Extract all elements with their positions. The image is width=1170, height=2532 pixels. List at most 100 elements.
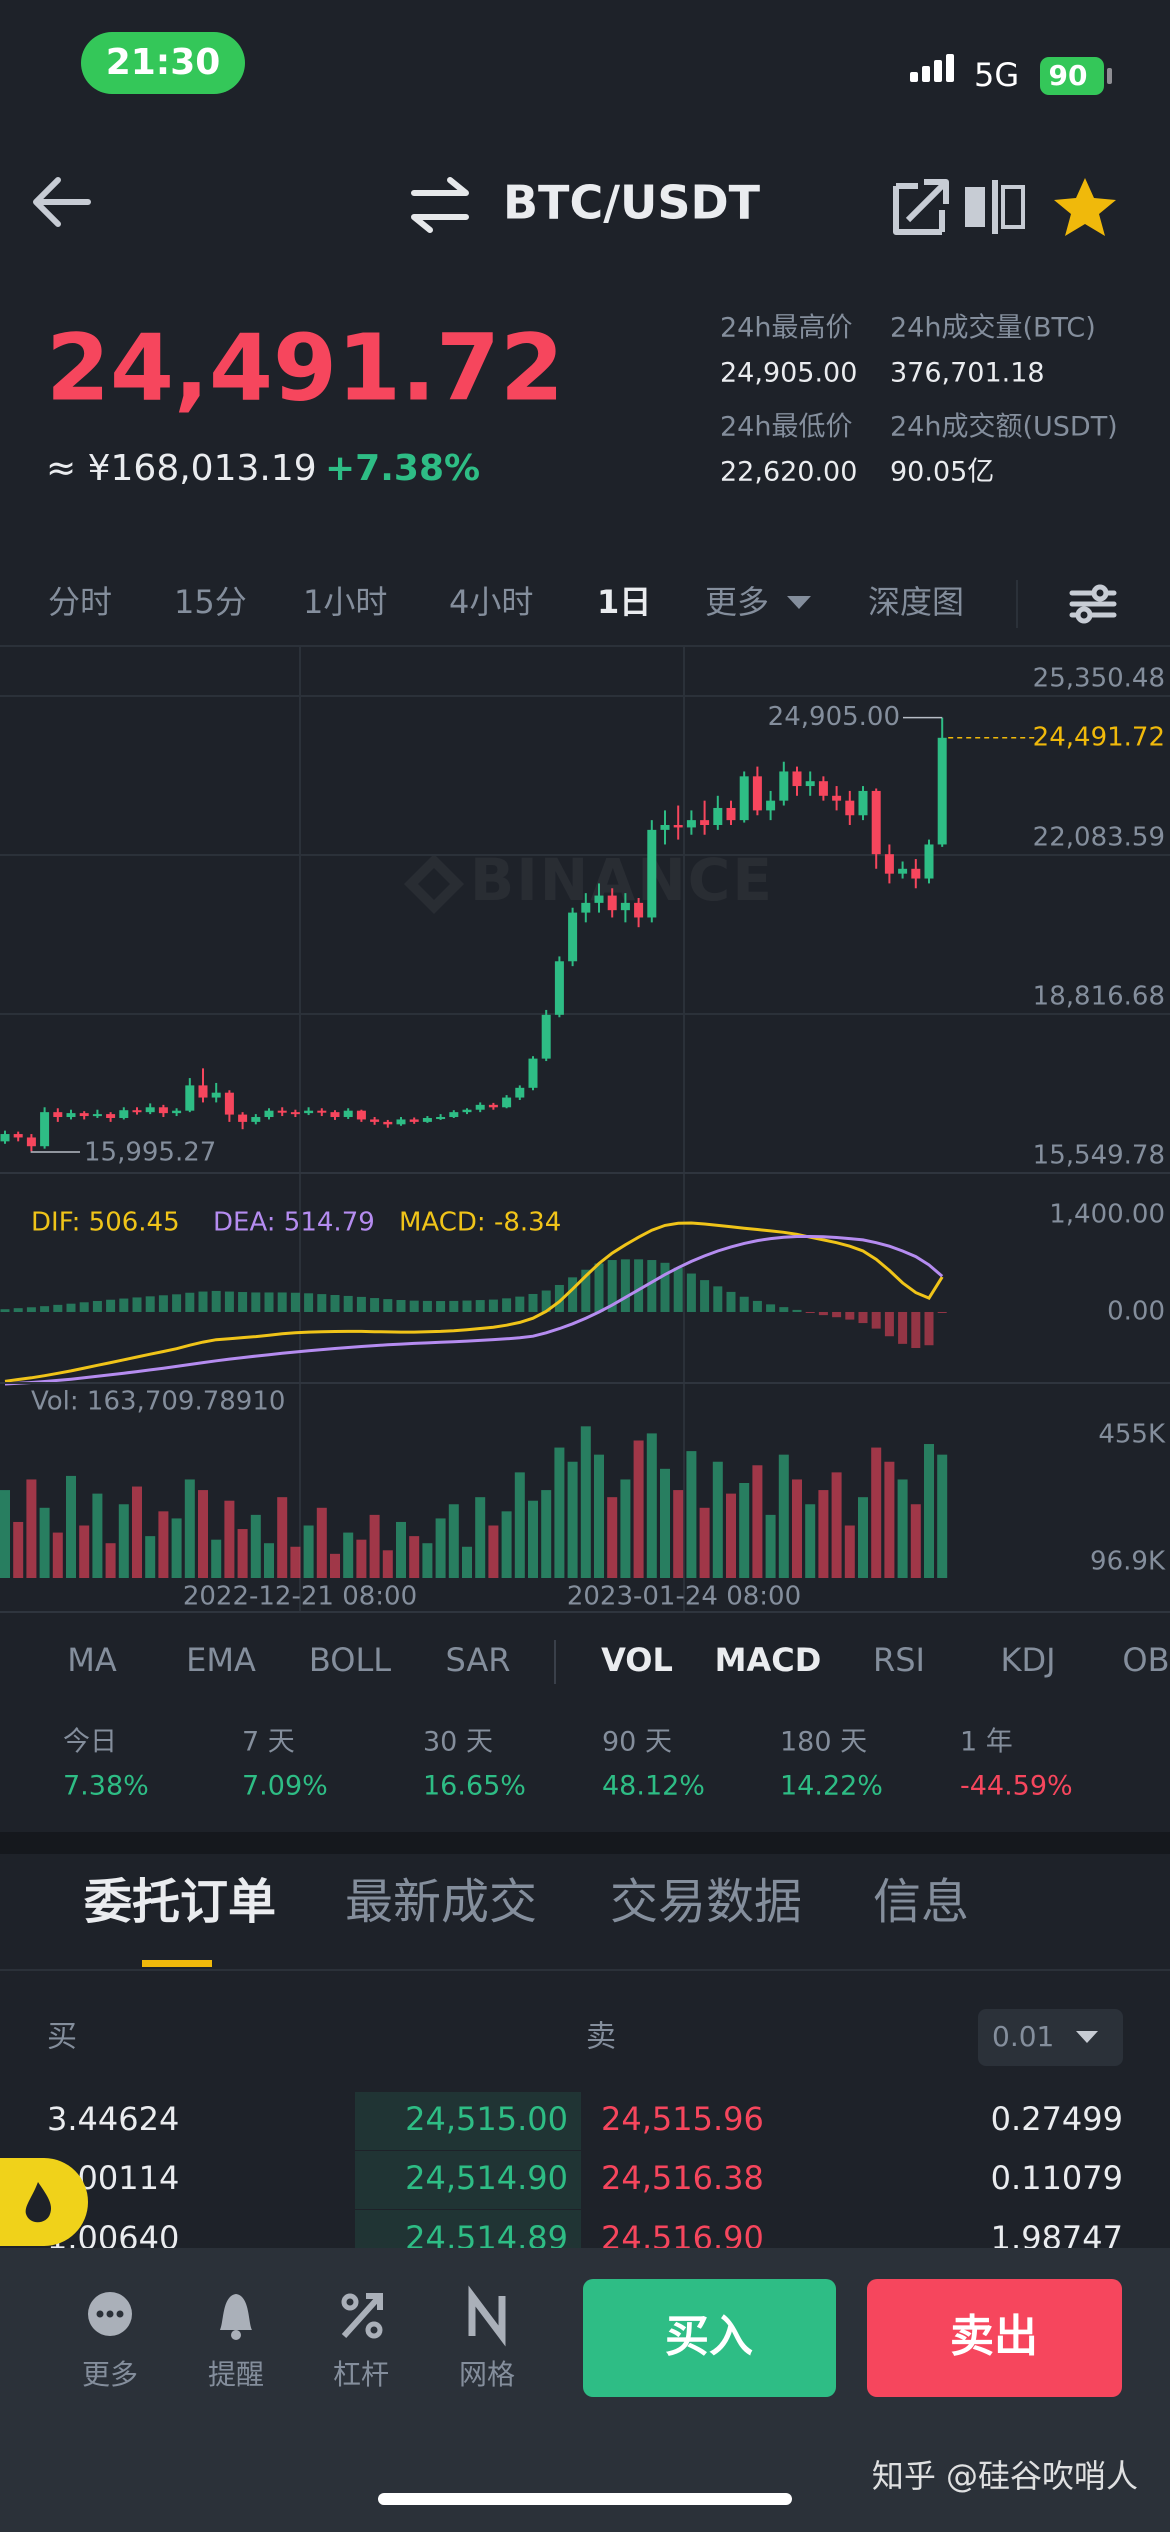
candle-body (858, 790, 868, 816)
precision-value[interactable]: 0.01 (992, 2020, 1054, 2053)
watermark: BINANCE (470, 846, 774, 914)
bid-header: 买 (47, 2020, 77, 2055)
macd-bar (515, 1296, 525, 1312)
candle-body (211, 1092, 221, 1098)
macd-bar (792, 1309, 802, 1312)
ask-amount: 0.27499 (991, 2100, 1123, 2138)
footer-watermark: 知乎 @硅谷吹哨人 (872, 2457, 1138, 2495)
candle-body (647, 829, 657, 918)
macd-bar (409, 1300, 419, 1312)
volume-bar (594, 1454, 604, 1578)
candle-body (383, 1121, 393, 1125)
indicator-tab[interactable]: SAR (445, 1641, 510, 1679)
ask-price: 24,516.38 (601, 2159, 764, 2197)
stat-value: 24,905.00 (720, 358, 857, 389)
interval-tab[interactable]: 深度图 (868, 583, 964, 621)
volume-bar (290, 1546, 301, 1578)
favorite-star[interactable] (1054, 178, 1116, 236)
sell-label[interactable]: 卖出 (950, 2311, 1038, 2362)
performance-label: 90 天 (602, 1727, 672, 1758)
performance-label: 今日 (63, 1727, 117, 1758)
indicator-tab[interactable]: RSI (873, 1641, 925, 1679)
candle-body (370, 1119, 380, 1122)
volume-bar (396, 1521, 406, 1578)
macd-bar (304, 1293, 314, 1312)
indicator-tab[interactable]: KDJ (1000, 1641, 1055, 1679)
macd-bar (634, 1259, 644, 1312)
section-tab[interactable]: 交易数据 (610, 1874, 802, 1930)
kline-icon[interactable] (965, 180, 1025, 234)
volume-bar (805, 1504, 816, 1578)
interval-tab[interactable]: 更多 (705, 583, 769, 621)
macd-bar (554, 1284, 564, 1312)
candle-body (290, 1112, 300, 1115)
high-label: 24,905.00 (768, 702, 900, 732)
nav-label[interactable]: 更多 (82, 2358, 138, 2391)
interval-tab[interactable]: 1小时 (303, 583, 387, 621)
section-tab[interactable]: 信息 (873, 1874, 969, 1930)
section-tab[interactable]: 委托订单 (84, 1874, 276, 1930)
candle-body (488, 1104, 498, 1108)
volume-bar (514, 1472, 525, 1578)
buy-button[interactable] (583, 2279, 836, 2397)
volume-bar (488, 1525, 499, 1578)
candle-body (686, 820, 696, 828)
candle-body (924, 844, 934, 879)
nav-label[interactable]: 杠杆 (333, 2358, 389, 2391)
volume-bar (528, 1500, 538, 1578)
volume-bar (132, 1486, 142, 1578)
interval-tab[interactable]: 15分 (174, 583, 247, 621)
macd-bar (92, 1300, 102, 1312)
candle-body (937, 737, 947, 845)
buy-label[interactable]: 买入 (665, 2311, 753, 2362)
macd-bar (145, 1296, 155, 1312)
ask-price: 24,515.96 (601, 2100, 764, 2138)
chart-settings[interactable] (1069, 584, 1117, 624)
candle-body (264, 1110, 274, 1118)
candle-body (911, 868, 921, 879)
sell-button[interactable] (867, 2279, 1122, 2397)
performance-label: 30 天 (423, 1727, 493, 1758)
x-tick-label: 2023-01-24 08:00 (567, 1582, 801, 1612)
macd-bar (422, 1300, 432, 1312)
indicator-tab[interactable]: VOL (601, 1641, 673, 1679)
candle-body (634, 902, 644, 918)
section-tab[interactable]: 最新成交 (345, 1874, 537, 1930)
y-tick-label: 25,350.48 (1033, 664, 1165, 694)
candle-body (607, 895, 617, 911)
macd-bar (119, 1298, 129, 1312)
indicator-tab[interactable]: MA (67, 1641, 117, 1679)
macd-bar (884, 1311, 894, 1337)
indicator-tab[interactable]: MACD (715, 1641, 822, 1679)
legend-entry: DIF: 506.45 (31, 1208, 180, 1238)
interval-tab[interactable]: 4小时 (449, 583, 533, 621)
indicator-tab[interactable]: BOLL (309, 1641, 391, 1679)
candle-body (26, 1137, 36, 1147)
candle-body (409, 1119, 419, 1122)
candle-body (739, 776, 749, 821)
macd-bar (53, 1304, 63, 1312)
candle-body (620, 902, 630, 911)
volume-bar (792, 1479, 802, 1578)
indicator-tab[interactable]: OB (1122, 1641, 1169, 1679)
candle-body (554, 961, 564, 1015)
candle-body (462, 1109, 472, 1113)
swap-icon[interactable] (411, 177, 469, 233)
ask-header: 卖 (586, 2020, 616, 2055)
interval-tab[interactable]: 分时 (48, 583, 112, 621)
candle-body (818, 781, 828, 796)
macd-bar (330, 1295, 340, 1312)
indicator-tab[interactable]: EMA (186, 1641, 256, 1679)
nav-label[interactable]: 提醒 (208, 2358, 264, 2391)
interval-tab[interactable]: 1日 (597, 583, 651, 621)
nav-label[interactable]: 网格 (459, 2358, 515, 2391)
share-icon[interactable] (890, 179, 949, 232)
stat-value: 376,701.18 (890, 358, 1045, 389)
tab-underline (142, 1960, 212, 1967)
back-button[interactable] (33, 177, 91, 227)
volume-bar (633, 1440, 644, 1578)
volume-bar (343, 1532, 354, 1578)
precision-select[interactable] (978, 2009, 1123, 2066)
macd-bar (845, 1311, 855, 1320)
section-gap (0, 1832, 1170, 1854)
